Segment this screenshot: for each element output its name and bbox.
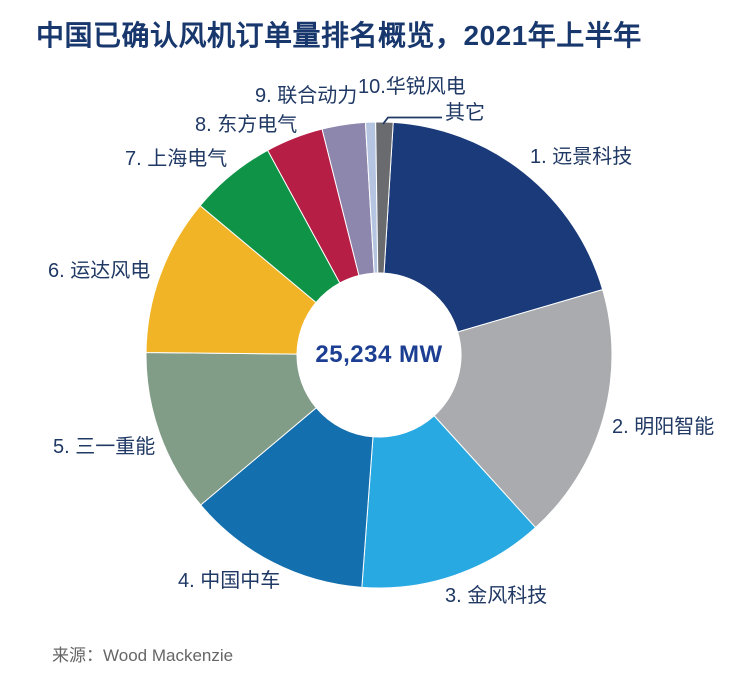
pie-slice-others [375,121,394,274]
pie-slice-goldwind [361,415,537,589]
pie-slice-crrc [199,407,374,588]
chart-title: 中国已确认风机订单量排名概览，2021年上半年 [36,20,642,51]
slice-label-sinovel: 10.华锐风电 [358,76,466,98]
slice-label-dongfang-electric: 8. 东方电气 [195,114,298,136]
slice-label-goldwind: 3. 金风科技 [445,585,548,607]
slice-label-crrc: 4. 中国中车 [178,570,281,592]
slice-label-others: 其它 [445,102,485,124]
slice-label-mingyang: 2. 明阳智能 [612,416,715,438]
pie-slice-sany [145,351,317,506]
others-leader-line [382,116,442,125]
source-note: 来源：Wood Mackenzie [52,646,234,665]
slice-label-sany: 5. 三一重能 [53,436,156,458]
slice-label-envision: 1. 远景科技 [530,146,633,168]
slice-label-united-power: 9. 联合动力 [255,85,358,107]
pie-slice-envision [383,121,604,333]
pie-slice-windey [145,204,317,355]
total-label: 25,234 MW [315,341,443,368]
slice-label-windey: 6. 运达风电 [48,260,151,282]
pie-slice-mingyang [433,288,613,529]
slice-label-shanghai-electric: 7. 上海电气 [125,148,228,170]
